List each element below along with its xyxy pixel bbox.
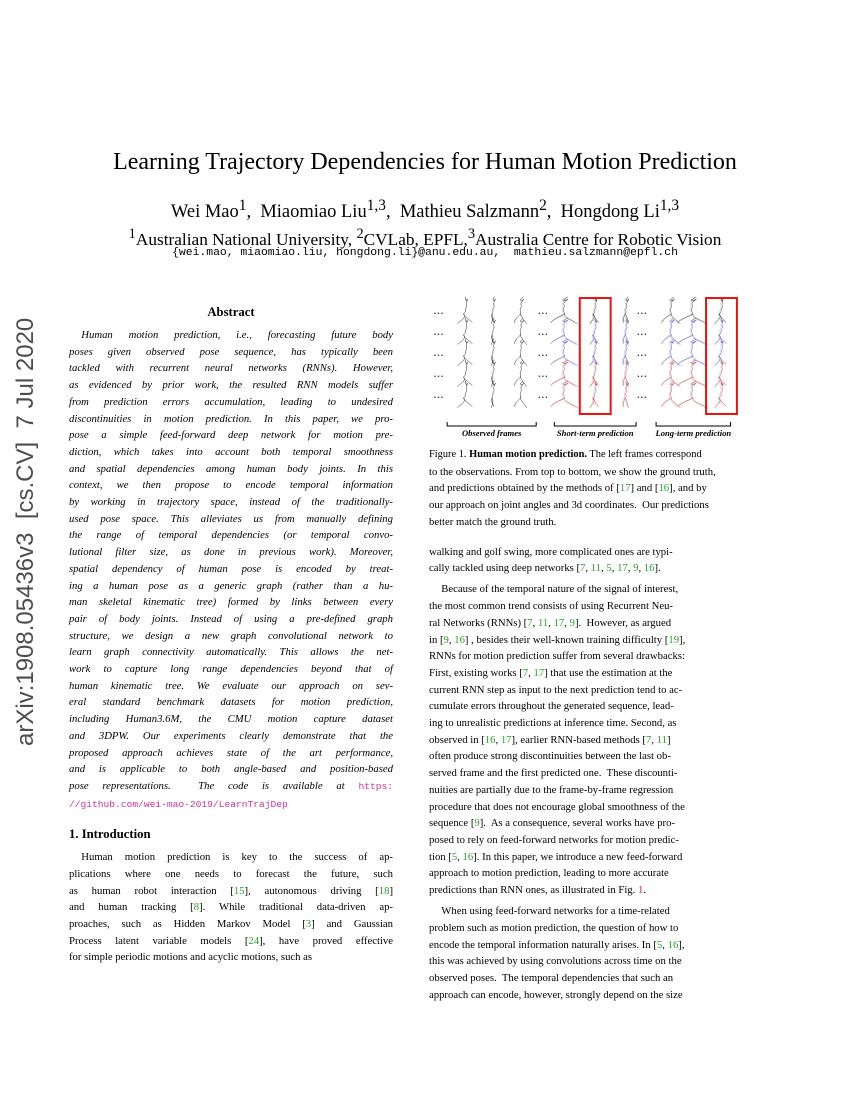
svg-text:...: ... [637, 369, 648, 379]
svg-text:Short-term prediction: Short-term prediction [557, 428, 634, 438]
svg-text:Observed frames: Observed frames [462, 428, 522, 438]
svg-text:Long-term prediction: Long-term prediction [654, 428, 731, 438]
svg-text:...: ... [538, 327, 549, 337]
svg-text:...: ... [434, 390, 445, 400]
svg-text:...: ... [538, 348, 549, 358]
svg-text:...: ... [434, 348, 445, 358]
svg-text:...: ... [434, 306, 445, 316]
svg-text:...: ... [434, 327, 445, 337]
svg-text:...: ... [637, 306, 648, 316]
svg-text:...: ... [637, 348, 648, 358]
svg-text:...: ... [637, 327, 648, 337]
svg-text:...: ... [538, 306, 549, 316]
svg-text:...: ... [637, 390, 648, 400]
svg-text:...: ... [538, 390, 549, 400]
svg-text:...: ... [434, 369, 445, 379]
svg-text:...: ... [538, 369, 549, 379]
